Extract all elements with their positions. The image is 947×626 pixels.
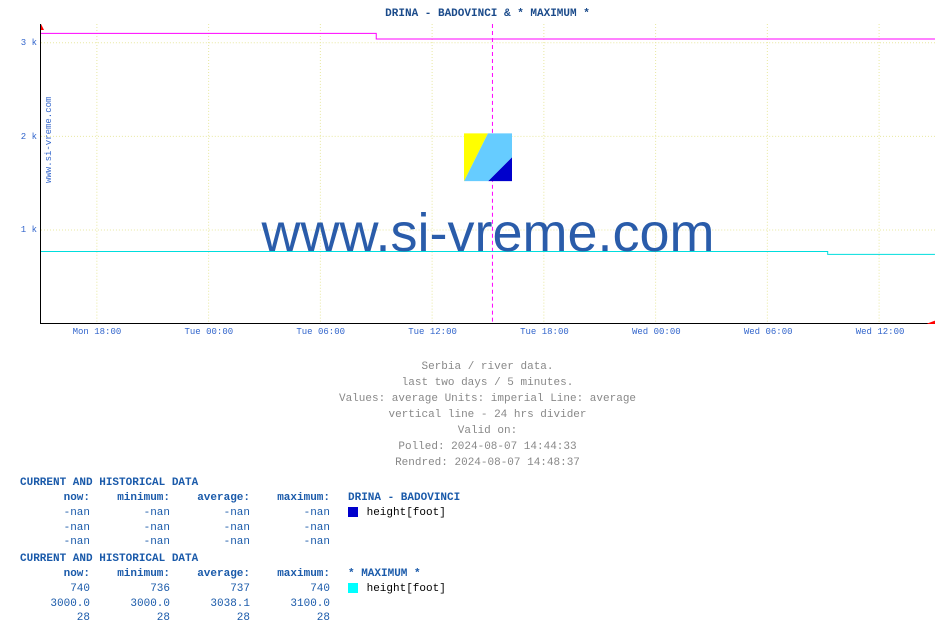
x-tick-label: Wed 12:00 (856, 327, 905, 337)
table-header-cell: average: (170, 567, 250, 582)
series-label: * MAXIMUM * (348, 568, 421, 580)
x-tick-label: Wed 00:00 (632, 327, 681, 337)
table-header-cell: now: (20, 491, 90, 506)
table-cell: -nan (20, 506, 90, 521)
unit-label: height[foot] (360, 583, 446, 595)
table-cell: 740 (250, 582, 330, 597)
table-cell: 28 (170, 611, 250, 626)
table-header-cell: now: (20, 567, 90, 582)
data-table: CURRENT AND HISTORICAL DATAnow:minimum:a… (20, 476, 460, 550)
table-cell: -nan (250, 521, 330, 536)
table-row: 28282828 (20, 611, 446, 626)
table-cell: 737 (170, 582, 250, 597)
table-header: now:minimum:average:maximum: DRINA - BADO… (20, 491, 460, 506)
y-tick-label: 3 k (21, 38, 37, 48)
info-line: Rendred: 2024-08-07 14:48:37 (40, 456, 935, 472)
table-cell: -nan (170, 535, 250, 550)
table-header: now:minimum:average:maximum: * MAXIMUM * (20, 567, 446, 582)
table-header-cell: maximum: (250, 567, 330, 582)
table-header-cell: maximum: (250, 491, 330, 506)
table-cell: 28 (20, 611, 90, 626)
info-line: Serbia / river data. (40, 360, 935, 376)
y-tick-label: 1 k (21, 225, 37, 235)
table-cell: -nan (250, 506, 330, 521)
table-cell: -nan (20, 535, 90, 550)
table-cell: -nan (170, 521, 250, 536)
legend-swatch-icon (348, 583, 358, 593)
x-tick-label: Tue 18:00 (520, 327, 569, 337)
info-block: Serbia / river data.last two days / 5 mi… (40, 360, 935, 472)
x-tick-label: Tue 06:00 (296, 327, 345, 337)
table-cell: -nan (170, 506, 250, 521)
table-cell: -nan (20, 521, 90, 536)
table-header-cell: minimum: (90, 567, 170, 582)
table-cell: -nan (90, 506, 170, 521)
table-row: -nan-nan-nan-nan (20, 521, 460, 536)
logo-icon (464, 133, 512, 181)
table-cell: 28 (250, 611, 330, 626)
table-cell: 28 (90, 611, 170, 626)
chart-area: DRINA - BADOVINCI & * MAXIMUM * www.si-v… (40, 8, 935, 348)
unit-label: height[foot] (360, 507, 446, 519)
x-tick-label: Wed 06:00 (744, 327, 793, 337)
x-tick-label: Tue 00:00 (185, 327, 234, 337)
table-row: 3000.03000.03038.13100.0 (20, 597, 446, 612)
legend-swatch-icon (348, 507, 358, 517)
table-cell: 3038.1 (170, 597, 250, 612)
table-title: CURRENT AND HISTORICAL DATA (20, 476, 460, 491)
chart-title: DRINA - BADOVINCI & * MAXIMUM * (40, 8, 935, 20)
info-line: vertical line - 24 hrs divider (40, 408, 935, 424)
table-cell: -nan (250, 535, 330, 550)
table-header-cell: minimum: (90, 491, 170, 506)
table-row: 740736737740 height[foot] (20, 582, 446, 597)
table-cell: 740 (20, 582, 90, 597)
info-line: Values: average Units: imperial Line: av… (40, 392, 935, 408)
table-header-cell: average: (170, 491, 250, 506)
table-cell: 3000.0 (20, 597, 90, 612)
table-cell: 3100.0 (250, 597, 330, 612)
x-tick-label: Mon 18:00 (73, 327, 122, 337)
info-line: Polled: 2024-08-07 14:44:33 (40, 440, 935, 456)
table-row: -nan-nan-nan-nan height[foot] (20, 506, 460, 521)
info-line: Valid on: (40, 424, 935, 440)
data-table: CURRENT AND HISTORICAL DATAnow:minimum:a… (20, 552, 446, 626)
table-cell: -nan (90, 535, 170, 550)
table-cell: 736 (90, 582, 170, 597)
plot-region: www.si-vreme.com 1 k2 k3 kMon 18:00Tue 0… (40, 24, 935, 324)
table-row: -nan-nan-nan-nan (20, 535, 460, 550)
table-cell: 3000.0 (90, 597, 170, 612)
table-title: CURRENT AND HISTORICAL DATA (20, 552, 446, 567)
series-label: DRINA - BADOVINCI (348, 492, 460, 504)
info-line: last two days / 5 minutes. (40, 376, 935, 392)
x-tick-label: Tue 12:00 (408, 327, 457, 337)
y-tick-label: 2 k (21, 132, 37, 142)
table-cell: -nan (90, 521, 170, 536)
